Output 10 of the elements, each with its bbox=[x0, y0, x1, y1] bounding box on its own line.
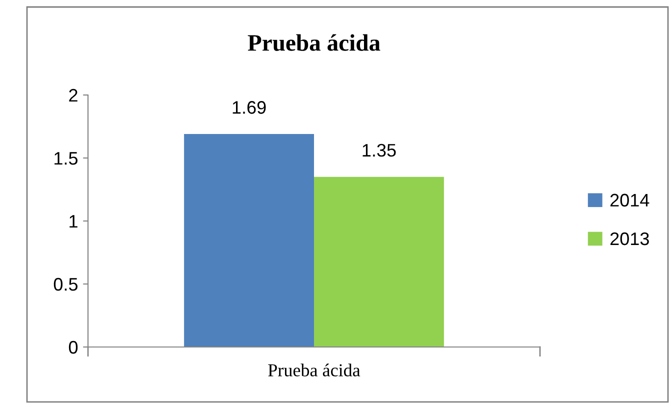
y-tick-label: 1.5 bbox=[54, 152, 78, 165]
y-tick-label: 1 bbox=[70, 215, 78, 228]
chart-title: Prueba ácida bbox=[248, 34, 380, 51]
y-tick-label: 2 bbox=[69, 88, 78, 102]
legend-label: 2013 bbox=[610, 232, 649, 246]
legend-label: 2014 bbox=[610, 194, 650, 207]
data-label: 1.35 bbox=[362, 144, 396, 157]
data-label: 1.69 bbox=[232, 101, 266, 114]
y-tick-label: 0 bbox=[68, 340, 78, 354]
y-tick-label: 0.5 bbox=[54, 278, 78, 291]
